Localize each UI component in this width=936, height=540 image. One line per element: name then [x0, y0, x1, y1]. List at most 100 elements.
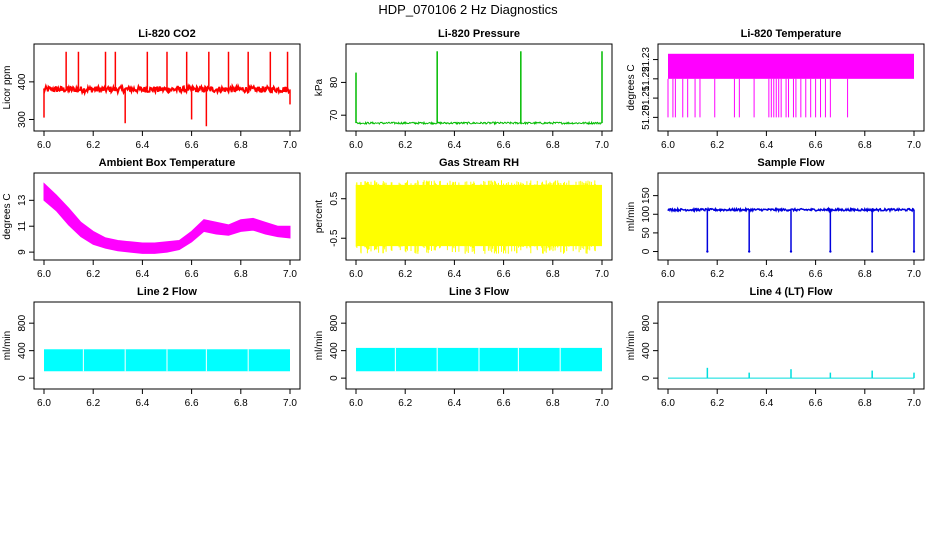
y-axis-label: degrees C [626, 64, 637, 110]
x-tick-label: 6.4 [759, 269, 773, 280]
y-tick-label: 51.22 [641, 66, 652, 91]
x-tick-label: 6.0 [661, 140, 675, 151]
y-tick-label: 400 [17, 342, 28, 359]
y-tick-label: 150 [641, 187, 652, 204]
panel-title: Sample Flow [757, 157, 825, 169]
series-band [668, 53, 914, 79]
y-axis-label: ml/min [2, 331, 13, 360]
x-tick-label: 6.0 [37, 398, 51, 409]
chart-line2-flow: Line 2 Flow ml/min 6.0 6.2 6.4 6.6 6.8 7.0 0 400 8… [2, 286, 301, 409]
chart-panels: Li-820 CO2 Licor ppm 6.0 6.2 6.4 6.6 6.8 7.0 300… [2, 28, 925, 409]
chart-licor-temp: Li-820 Temperature degrees C 6.0 6.2 6.4 6.6 6… [626, 28, 925, 151]
x-tick-label: 6.0 [37, 140, 51, 151]
series-dip-point [789, 250, 793, 253]
plot-frame [33, 43, 301, 132]
y-tick-label: 400 [641, 342, 652, 359]
x-tick-label: 6.4 [135, 140, 149, 151]
x-tick-label: 6.6 [809, 269, 823, 280]
x-tick-label: 6.8 [858, 140, 872, 151]
x-tick-label: 6.2 [710, 140, 724, 151]
plot-frame [33, 172, 301, 261]
x-tick-label: 7.0 [595, 398, 609, 409]
figure-title: HDP_070106 2 Hz Diagnostics [378, 2, 558, 17]
y-tick-label: 0 [17, 375, 28, 381]
y-axis-label: Licor ppm [2, 66, 13, 110]
x-tick-label: 6.8 [234, 140, 248, 151]
plot-frame [657, 43, 925, 132]
series-dip-point [706, 250, 709, 253]
panel-title: Li-820 Temperature [741, 28, 842, 40]
x-tick-label: 6.4 [759, 398, 773, 409]
series-line [355, 120, 603, 126]
x-tick-label: 6.4 [135, 398, 149, 409]
x-tick-label: 6.4 [135, 269, 149, 280]
y-axis-label: kPa [314, 78, 325, 96]
plot-frame [657, 172, 925, 261]
plot-frame [345, 43, 613, 132]
x-tick-label: 7.0 [907, 140, 921, 151]
plot-frame [657, 301, 925, 390]
x-tick-label: 7.0 [283, 140, 297, 151]
x-tick-label: 6.6 [497, 398, 511, 409]
x-tick-label: 7.0 [907, 398, 921, 409]
series-extremes [355, 180, 596, 254]
panel-title: Line 4 (LT) Flow [750, 286, 833, 298]
x-tick-label: 6.6 [185, 140, 199, 151]
y-tick-label: -0.5 [329, 229, 340, 247]
y-tick-label: 80 [329, 76, 340, 88]
y-axis-label: ml/min [314, 331, 325, 360]
plot-frame [345, 172, 613, 261]
x-tick-label: 6.0 [349, 269, 363, 280]
x-tick-label: 6.2 [86, 140, 100, 151]
y-tick-label: 51.21 [641, 85, 652, 110]
panel-title: Line 2 Flow [137, 286, 197, 298]
x-tick-label: 6.8 [858, 398, 872, 409]
y-tick-label: 800 [641, 314, 652, 331]
x-tick-label: 6.0 [349, 398, 363, 409]
x-tick-label: 6.2 [710, 398, 724, 409]
y-axis-label: ml/min [626, 202, 637, 231]
x-tick-label: 7.0 [283, 269, 297, 280]
x-tick-label: 6.6 [185, 269, 199, 280]
panel-title: Ambient Box Temperature [99, 157, 236, 169]
chart-pressure: Li-820 Pressure kPa 6.0 6.2 6.4 6.6 6.8 7.0 70 80 [314, 28, 613, 151]
x-tick-label: 6.4 [759, 140, 773, 151]
x-tick-label: 7.0 [907, 269, 921, 280]
x-tick-label: 6.0 [37, 269, 51, 280]
y-tick-label: 100 [641, 205, 652, 222]
x-tick-label: 6.0 [349, 140, 363, 151]
x-tick-label: 6.2 [398, 140, 412, 151]
y-tick-label: 800 [329, 314, 340, 331]
y-tick-label: 70 [329, 109, 340, 121]
x-tick-label: 7.0 [283, 398, 297, 409]
chart-sample-flow: Sample Flow ml/min 6.0 6.2 6.4 6.6 6.8 7.0 0 50 10… [626, 157, 925, 280]
chart-line4-flow: Line 4 (LT) Flow ml/min 6.0 6.2 6.4 6.6 6.8 7.0… [626, 286, 925, 409]
x-tick-label: 6.6 [809, 398, 823, 409]
x-tick-label: 6.6 [185, 398, 199, 409]
x-tick-label: 6.8 [546, 140, 560, 151]
x-tick-label: 6.2 [86, 398, 100, 409]
x-tick-label: 6.8 [546, 398, 560, 409]
plot-frame [33, 301, 301, 390]
panel-title: Li-820 Pressure [438, 28, 520, 40]
series-envelope [43, 182, 291, 254]
series-line [667, 206, 915, 214]
series-dip-point [870, 250, 874, 253]
y-tick-label: 300 [17, 111, 28, 128]
x-tick-label: 6.4 [447, 398, 461, 409]
x-tick-label: 6.8 [234, 398, 248, 409]
y-tick-label: 51.23 [641, 47, 652, 72]
y-tick-label: 50 [641, 227, 652, 239]
x-tick-label: 6.0 [661, 398, 675, 409]
y-axis-label: ml/min [626, 331, 637, 360]
x-tick-label: 6.4 [447, 269, 461, 280]
y-tick-label: 0 [641, 248, 652, 254]
x-tick-label: 6.2 [398, 398, 412, 409]
series-dip-point [912, 250, 916, 253]
x-tick-label: 7.0 [595, 269, 609, 280]
x-tick-label: 6.2 [86, 269, 100, 280]
x-tick-label: 6.6 [497, 140, 511, 151]
panel-title: Gas Stream RH [439, 157, 519, 169]
chart-rh: Gas Stream RH percent 6.0 6.2 6.4 6.6 6.8 7.0 -0… [314, 157, 613, 280]
